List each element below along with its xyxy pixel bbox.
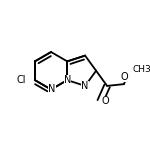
Text: N: N — [48, 84, 56, 94]
Text: Cl: Cl — [17, 75, 26, 85]
Text: N: N — [64, 75, 71, 85]
Text: O: O — [102, 96, 110, 106]
Text: N: N — [81, 81, 89, 91]
Text: CH3: CH3 — [132, 65, 150, 74]
Text: O: O — [120, 72, 128, 82]
